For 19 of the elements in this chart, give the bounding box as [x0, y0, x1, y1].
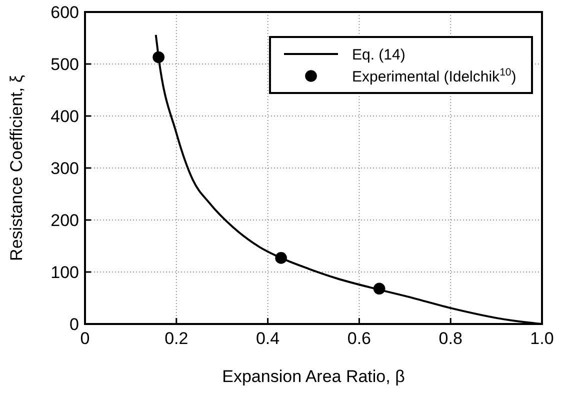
x-tick-label: 0.2 [164, 329, 188, 348]
point [275, 252, 287, 264]
y-tick-label: 300 [50, 158, 79, 178]
point [373, 282, 386, 295]
y-tick-label: 600 [50, 2, 79, 22]
point [152, 51, 164, 64]
x-tick-label: 0.8 [438, 329, 462, 348]
legend-label: Experimental (Idelchik$^{10}$) [352, 66, 516, 86]
y-axis-title: Resistance Coefficient, ξ [7, 74, 26, 261]
x-tick-label: 0.6 [347, 329, 372, 348]
y-tick-label: 400 [50, 106, 79, 126]
legend-label: Eq. (14) [352, 46, 406, 64]
x-axis-title: Expansion Area Ratio, β [222, 367, 406, 386]
y-tick-label: 0 [70, 314, 79, 334]
y-tick-label: 200 [50, 210, 79, 230]
x-tick-label: 1.0 [530, 329, 554, 348]
y-tick-label: 100 [50, 262, 79, 282]
x-tick-label: 0.4 [256, 329, 280, 348]
y-tick-label: 500 [50, 54, 79, 74]
